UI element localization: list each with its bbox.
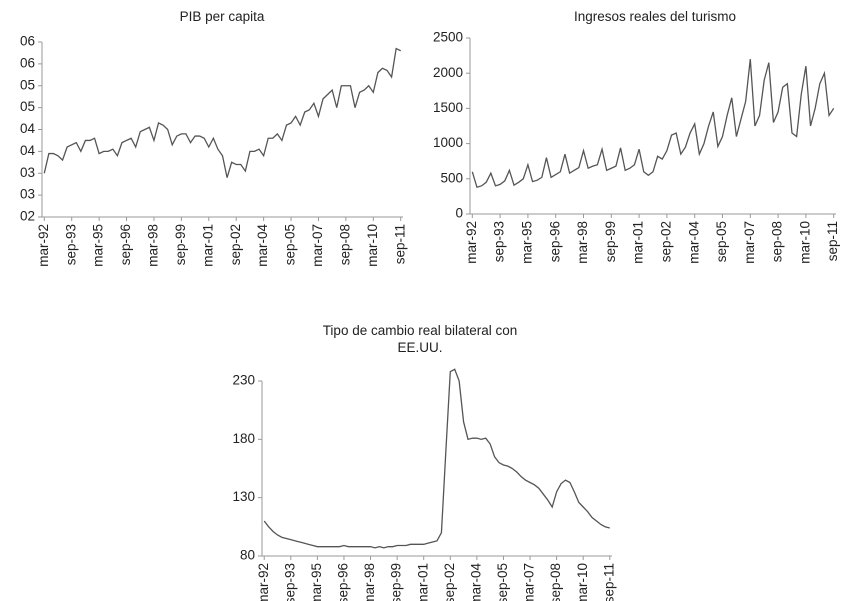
- y-tick-label: 1000: [433, 135, 463, 150]
- x-tick-label: sep-11: [392, 224, 407, 264]
- x-tick-label: mar-01: [631, 221, 646, 264]
- x-tick-label: mar-92: [36, 224, 51, 267]
- x-tick-label: sep-05: [495, 563, 510, 601]
- x-tick-label: sep-96: [547, 221, 562, 262]
- y-tick-label: 130: [232, 489, 255, 504]
- y-tick-label: 04: [20, 143, 36, 158]
- x-tick-label: mar-98: [575, 221, 590, 264]
- chart-title: PIB per capita: [179, 9, 265, 24]
- chart-title: Tipo de cambio real bilateral con EE.UU.: [322, 323, 518, 355]
- x-tick-label: sep-99: [603, 221, 618, 262]
- x-tick-label: sep-99: [173, 224, 188, 265]
- x-tick-label: mar-95: [309, 563, 324, 601]
- x-tick-label: sep-02: [658, 221, 673, 262]
- x-tick-label: sep-96: [118, 224, 133, 265]
- y-tick-label: 80: [240, 548, 255, 563]
- x-tick-label: sep-08: [770, 221, 785, 262]
- x-tick-label: sep-08: [337, 224, 352, 265]
- x-tick-label: sep-99: [389, 563, 404, 601]
- y-tick-label: 04: [20, 121, 36, 136]
- y-tick-label: 230: [232, 373, 255, 388]
- chart-title: Ingresos reales del turismo: [573, 9, 737, 24]
- x-tick-label: sep-11: [825, 221, 840, 261]
- x-tick-label: mar-07: [522, 563, 537, 601]
- x-tick-label: sep-02: [228, 224, 243, 265]
- y-tick-label: 05: [20, 77, 35, 92]
- line-series: [471, 59, 835, 189]
- y-tick-label: 03: [20, 165, 35, 180]
- x-tick-label: mar-92: [464, 221, 479, 264]
- x-tick-label: mar-98: [146, 224, 161, 267]
- x-tick-label: mar-04: [468, 563, 483, 601]
- x-tick-label: mar-07: [742, 221, 757, 264]
- line-series: [43, 47, 402, 178]
- x-tick-label: sep-96: [336, 563, 351, 601]
- y-tick-label: 02: [20, 209, 35, 224]
- y-tick-label: 1500: [433, 100, 463, 115]
- y-tick-label: 0: [455, 206, 463, 221]
- y-tick-label: 03: [20, 187, 35, 202]
- x-tick-label: mar-10: [575, 563, 590, 601]
- x-tick-label: sep-11: [601, 563, 616, 601]
- y-tick-label: 2000: [433, 65, 463, 80]
- y-tick-label: 06: [20, 34, 35, 49]
- x-tick-label: sep-93: [282, 563, 297, 601]
- x-tick-label: sep-02: [442, 563, 457, 601]
- x-tick-label: sep-08: [548, 563, 563, 601]
- x-tick-label: mar-10: [797, 221, 812, 264]
- y-tick-label: 180: [232, 431, 255, 446]
- x-tick-label: mar-01: [200, 224, 215, 267]
- x-tick-label: sep-93: [492, 221, 507, 262]
- x-tick-label: mar-92: [256, 563, 271, 601]
- y-tick-label: 06: [20, 55, 35, 70]
- x-tick-label: sep-05: [714, 221, 729, 262]
- y-tick-label: 2500: [433, 30, 463, 45]
- y-tick-label: 500: [440, 170, 463, 185]
- x-tick-label: mar-04: [686, 221, 701, 264]
- line-series: [263, 368, 610, 549]
- x-tick-label: mar-04: [255, 224, 270, 267]
- y-tick-label: 05: [20, 99, 35, 114]
- x-tick-label: sep-05: [283, 224, 298, 265]
- x-tick-label: mar-98: [362, 563, 377, 601]
- x-tick-label: mar-07: [310, 224, 325, 267]
- x-tick-label: mar-95: [519, 221, 534, 264]
- x-tick-label: mar-10: [365, 224, 380, 267]
- x-tick-label: mar-95: [91, 224, 106, 267]
- x-tick-label: mar-01: [415, 563, 430, 601]
- x-tick-label: sep-93: [63, 224, 78, 265]
